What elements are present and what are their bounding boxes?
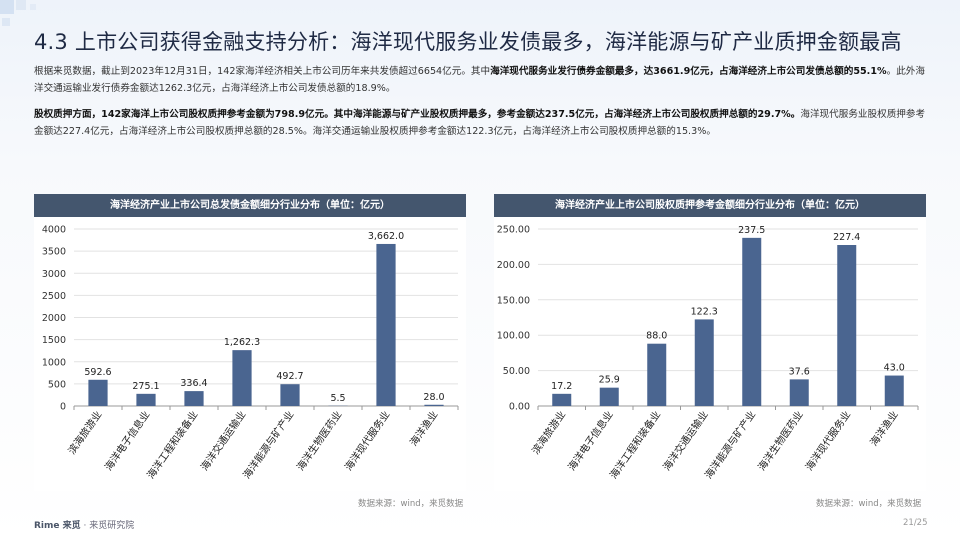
data-source-note: 数据来源：wind，来觅数据 — [358, 499, 464, 509]
equity-pledge-chart: 海洋经济产业上市公司股权质押参考金额细分行业分布（单位：亿元） 0.00 50.0… — [494, 194, 926, 491]
bar-value-label: 28.0 — [423, 392, 444, 403]
y-tick-label: 1000 — [42, 357, 66, 368]
x-category-label: 海洋渔业 — [867, 408, 901, 448]
y-tick-label: 0 — [60, 402, 66, 413]
page-title: 4.3 上市公司获得金融支持分析：海洋现代服务业发债最多，海洋能源与矿产业质押金… — [34, 30, 902, 54]
y-tick-label: 4000 — [42, 225, 66, 236]
data-source-note: 数据来源：wind，来觅数据 — [816, 499, 922, 509]
bar-value-label: 275.1 — [132, 381, 159, 392]
x-category-label: 海洋生物医药业 — [755, 408, 806, 473]
bar-value-label: 336.4 — [180, 378, 207, 389]
bond-issuance-chart: 海洋经济产业上市公司总发债金额细分行业分布（单位：亿元） 0 500 1000 150… — [34, 194, 466, 491]
x-category-label: 海洋现代服务业 — [342, 408, 393, 473]
paragraph-text: 海洋现代服务业股权质押参考金额达227.4亿元，占海洋经济上市公司股权质押总额的… — [34, 109, 926, 137]
bar — [884, 375, 904, 406]
bar-value-label: 88.0 — [646, 331, 667, 342]
bar — [552, 393, 572, 406]
y-tick-label: 2000 — [42, 313, 66, 324]
bar-value-label: 237.5 — [738, 225, 765, 236]
bar — [280, 384, 300, 406]
bar-value-label: 17.2 — [551, 381, 572, 392]
x-category-label: 海洋现代服务业 — [802, 408, 853, 473]
bar — [647, 343, 667, 406]
x-category-label: 海洋电子信息业 — [102, 408, 153, 473]
chart-title: 海洋经济产业上市公司总发债金额细分行业分布（单位：亿元） — [34, 194, 466, 217]
page-number: 21/25 — [903, 518, 928, 528]
y-tick-label: 3000 — [42, 269, 66, 280]
y-tick-label: 50.00 — [503, 366, 530, 377]
paragraph-highlight: 股权质押方面，142家海洋上市公司股权质押参考金额为798.9亿元。其中海洋能源… — [34, 109, 801, 120]
summary-paragraph-2: 股权质押方面，142家海洋上市公司股权质押参考金额为798.9亿元。其中海洋能源… — [34, 106, 934, 140]
bar — [88, 379, 108, 406]
x-category-label: 海洋渔业 — [407, 408, 441, 448]
x-category-label: 滨海旅游业 — [529, 408, 568, 456]
bar-value-label: 227.4 — [833, 232, 860, 243]
paragraph-highlight: 海洋现代服务业发行债券金额最多，达3661.9亿元，占海洋经济上市公司发债总额的… — [490, 66, 887, 77]
y-tick-label: 500 — [48, 379, 66, 390]
corner-decoration — [0, 0, 36, 26]
bar-value-label: 5.5 — [330, 393, 345, 404]
brand-name: Rime 来觅 — [34, 521, 81, 531]
y-tick-label: 150.00 — [497, 295, 530, 306]
bar-value-label: 25.9 — [599, 375, 620, 386]
y-tick-label: 2500 — [42, 291, 66, 302]
x-category-label: 海洋能源与矿产业 — [702, 408, 759, 481]
bar — [694, 319, 714, 406]
bar-value-label: 43.0 — [884, 363, 905, 374]
bar-value-label: 37.6 — [789, 366, 810, 377]
y-tick-label: 250.00 — [497, 225, 530, 236]
bar-value-label: 592.6 — [84, 367, 111, 378]
bar-value-label: 3,662.0 — [368, 231, 404, 242]
bar — [789, 379, 809, 406]
bar-value-label: 1,262.3 — [224, 337, 260, 348]
bar — [599, 387, 619, 406]
bar — [837, 245, 857, 406]
bar — [184, 391, 204, 406]
x-category-label: 海洋能源与矿产业 — [240, 408, 297, 481]
x-category-label: 海洋电子信息业 — [565, 408, 616, 473]
bar — [136, 393, 156, 406]
y-tick-label: 1500 — [42, 335, 66, 346]
org-name: · 来觅研究院 — [83, 521, 135, 531]
bar — [424, 404, 444, 406]
y-tick-label: 200.00 — [497, 260, 530, 271]
x-category-label: 海洋工程和装备业 — [144, 408, 201, 481]
x-category-label: 滨海旅游业 — [65, 408, 104, 456]
y-tick-label: 100.00 — [497, 331, 530, 342]
bond-chart-plot: 0 500 1000 1500 2000 2500 3000 3500 4000 592.6 滨海旅… — [42, 225, 459, 481]
bar — [742, 237, 762, 406]
paragraph-text: 。此外海洋交通运输业发行债券金额达1262.3亿元，占海洋经济上市公司发债总额的… — [34, 66, 925, 94]
x-category-label: 海洋工程和装备业 — [607, 408, 664, 481]
x-category-label: 海洋交通运输业 — [660, 408, 711, 473]
bar-value-label: 122.3 — [691, 306, 718, 317]
paragraph-text: 根据来觅数据，截止到2023年12月31日，142家海洋经济相关上市公司历年来共… — [34, 66, 491, 77]
x-category-label: 海洋生物医药业 — [294, 408, 345, 473]
footer-logo: Rime 来觅 · 来觅研究院 — [34, 518, 134, 531]
bar-value-label: 492.7 — [276, 371, 303, 382]
summary-paragraph-1: 根据来觅数据，截止到2023年12月31日，142家海洋经济相关上市公司历年来共… — [34, 63, 934, 97]
bar — [232, 350, 252, 406]
y-tick-label: 3500 — [42, 247, 66, 258]
bar — [376, 243, 396, 406]
x-category-label: 海洋交通运输业 — [198, 408, 249, 473]
chart-title: 海洋经济产业上市公司股权质押参考金额细分行业分布（单位：亿元） — [494, 194, 926, 217]
pledge-chart-plot: 0.00 50.00 100.00 150.00 200.00 250.00 17.2 滨海旅… — [497, 225, 919, 481]
y-tick-label: 0.00 — [509, 402, 530, 413]
